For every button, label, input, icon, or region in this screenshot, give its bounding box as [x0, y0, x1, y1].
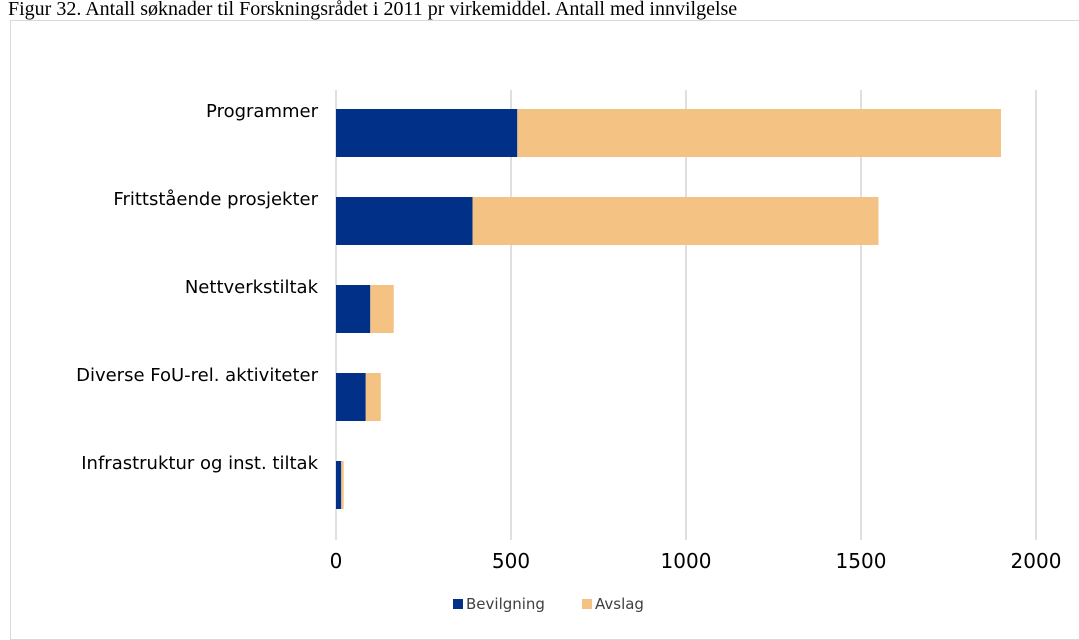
- x-tick-label-3: 1500: [836, 549, 887, 573]
- legend-label-avslag: Avslag: [595, 595, 644, 613]
- legend: Bevilgning Avslag: [453, 595, 644, 613]
- figure-caption: Figur 32. Antall søknader til Forsknings…: [8, 0, 738, 20]
- bar-avslag-0: [517, 109, 1001, 157]
- category-label-4: Infrastruktur og inst. tiltak: [81, 453, 318, 474]
- bar-avslag-1: [472, 197, 879, 245]
- category-label-1: Frittstående prosjekter: [113, 189, 318, 210]
- bar-bevilgning-4: [336, 461, 342, 509]
- bar-bevilgning-0: [336, 109, 518, 157]
- x-tick-labels: 0 500 1000 1500 2000: [330, 549, 1062, 573]
- bars: [336, 109, 1001, 509]
- legend-label-bevilgning: Bevilgning: [466, 595, 545, 613]
- bar-bevilgning-1: [336, 197, 473, 245]
- gridlines: [335, 90, 1037, 540]
- legend-swatch-bevilgning: [453, 599, 463, 609]
- bar-bevilgning-2: [336, 285, 371, 333]
- x-tick-label-4: 2000: [1011, 549, 1062, 573]
- x-tick-label-1: 500: [492, 549, 530, 573]
- bar-avslag-3: [365, 373, 381, 421]
- x-tick-label-0: 0: [330, 549, 343, 573]
- category-label-0: Programmer: [206, 101, 319, 122]
- x-tick-label-2: 1000: [661, 549, 712, 573]
- category-label-3: Diverse FoU-rel. aktiviteter: [76, 365, 319, 386]
- bar-avslag-2: [370, 285, 394, 333]
- category-label-2: Nettverkstiltak: [185, 277, 319, 298]
- bar-avslag-4: [341, 461, 344, 509]
- legend-swatch-avslag: [582, 599, 592, 609]
- category-labels: Programmer Frittstående prosjekter Nettver…: [76, 101, 319, 474]
- bar-bevilgning-3: [336, 373, 366, 421]
